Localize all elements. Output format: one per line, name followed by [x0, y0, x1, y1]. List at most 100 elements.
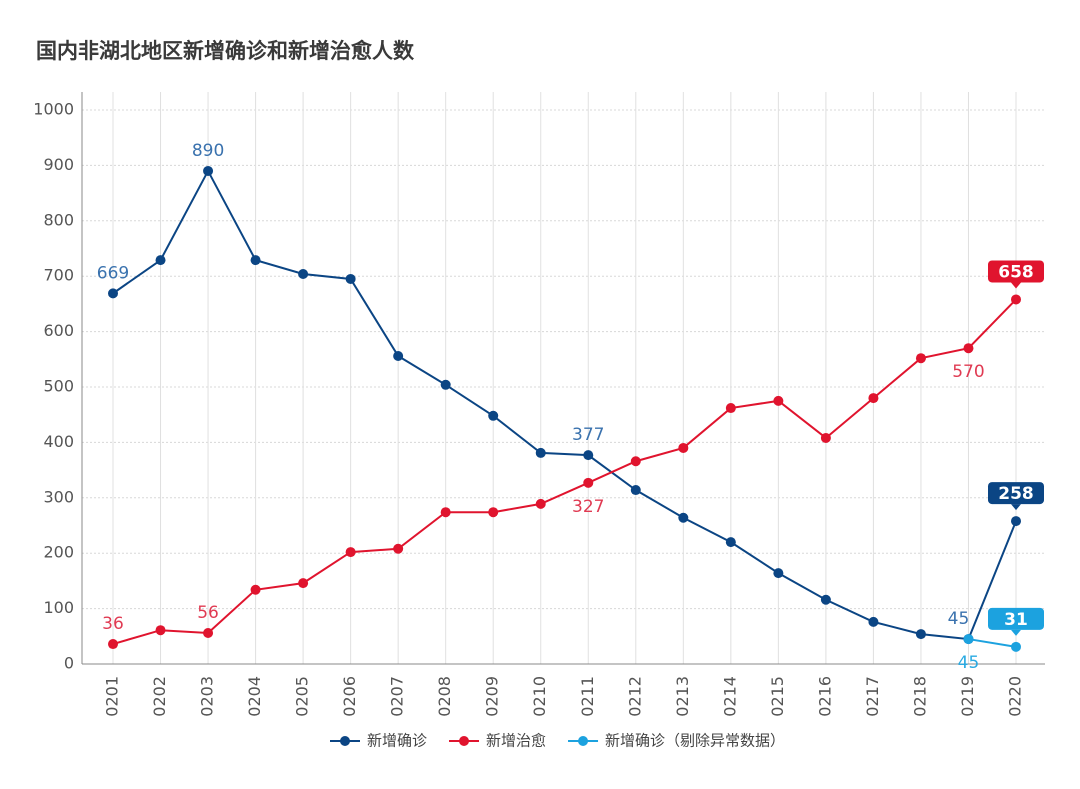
data-point [1011, 294, 1021, 305]
data-point [345, 273, 356, 284]
data-point [583, 477, 594, 488]
data-label: 45 [958, 653, 980, 673]
y-tick-label: 200 [43, 543, 74, 562]
data-point [963, 634, 974, 645]
data-point [488, 410, 499, 421]
data-point [393, 543, 404, 554]
callout-pointer [1011, 282, 1021, 289]
x-tick-label: 0214 [720, 676, 739, 717]
data-point [915, 353, 926, 364]
callout-box [988, 260, 1044, 283]
x-tick-label: 0219 [958, 676, 977, 717]
data-point [868, 616, 879, 627]
y-tick-label: 400 [43, 432, 74, 451]
data-label: 327 [572, 497, 604, 517]
data-point [298, 578, 309, 589]
data-point [203, 627, 214, 638]
data-point [1011, 641, 1021, 652]
callout-label: 258 [998, 484, 1034, 504]
legend-label: 新增确诊 [367, 732, 427, 750]
y-tick-label: 1000 [33, 100, 74, 119]
y-tick-label: 100 [43, 598, 74, 617]
data-point [250, 255, 261, 266]
data-point [583, 450, 594, 461]
data-label: 890 [192, 141, 224, 161]
data-point [345, 547, 356, 558]
y-tick-label: 500 [43, 377, 74, 396]
legend-label: 新增确诊（剔除异常数据） [605, 732, 785, 750]
data-point [915, 629, 926, 640]
data-point [488, 507, 499, 518]
data-point [820, 594, 831, 605]
chart-title: 国内非湖北地区新增确诊和新增治愈人数 [36, 39, 415, 63]
callout-box [988, 607, 1044, 630]
data-point [630, 456, 641, 467]
data-point [678, 442, 689, 453]
x-tick-label: 0204 [245, 676, 264, 717]
x-tick-label: 0220 [1006, 676, 1025, 717]
legend-dot [578, 736, 589, 746]
x-tick-label: 0218 [910, 676, 929, 717]
data-label: 45 [948, 609, 970, 629]
series-line [968, 638, 1017, 648]
x-tick-label: 0210 [530, 676, 549, 717]
data-point [108, 288, 118, 299]
data-point [963, 343, 974, 354]
x-tick-label: 0207 [388, 676, 407, 717]
data-point [203, 165, 214, 176]
y-tick-label: 0 [64, 654, 74, 673]
data-label: 377 [572, 425, 604, 445]
x-tick-label: 0213 [673, 676, 692, 717]
x-tick-label: 0208 [435, 676, 454, 717]
x-tick-label: 0212 [625, 676, 644, 717]
data-point [298, 268, 309, 279]
data-label: 570 [952, 362, 984, 382]
data-label: 669 [97, 263, 129, 283]
callout-pointer [1011, 504, 1021, 511]
x-tick-label: 0205 [293, 676, 312, 717]
data-label: 56 [197, 603, 219, 623]
x-tick-label: 0215 [768, 676, 787, 717]
data-point [773, 395, 784, 406]
callout-pointer [1011, 629, 1021, 636]
data-point [678, 512, 689, 523]
x-tick-label: 0206 [340, 676, 359, 717]
callout-label: 658 [998, 262, 1034, 282]
y-tick-label: 600 [43, 321, 74, 340]
callout-box [988, 482, 1044, 505]
data-point [440, 507, 451, 518]
series-line [112, 298, 1017, 646]
data-point [393, 350, 404, 361]
data-point [440, 379, 451, 390]
data-label: 36 [102, 614, 124, 634]
x-tick-label: 0209 [483, 676, 502, 717]
data-point [535, 447, 546, 458]
x-tick-label: 0201 [103, 676, 122, 717]
data-point [155, 255, 166, 266]
x-tick-label: 0216 [815, 676, 834, 717]
data-point [725, 403, 736, 414]
data-point [820, 432, 831, 443]
data-point [108, 639, 118, 650]
data-point [630, 485, 641, 496]
data-point [155, 625, 166, 636]
x-tick-label: 0203 [198, 676, 217, 717]
callout-label: 31 [1004, 610, 1028, 630]
data-point [773, 568, 784, 579]
x-tick-label: 0211 [578, 676, 597, 717]
legend-dot [459, 736, 470, 746]
y-tick-label: 900 [43, 155, 74, 174]
data-point [535, 498, 546, 509]
series-line [112, 168, 1017, 641]
x-tick-label: 0217 [863, 676, 882, 717]
legend-label: 新增治愈 [486, 732, 546, 750]
y-tick-label: 300 [43, 487, 74, 506]
data-point [725, 537, 736, 548]
y-tick-label: 800 [43, 210, 74, 229]
data-point [250, 584, 261, 595]
data-point [1011, 516, 1021, 527]
legend-dot [340, 736, 350, 746]
data-point [868, 393, 879, 404]
x-tick-label: 0202 [150, 676, 169, 717]
